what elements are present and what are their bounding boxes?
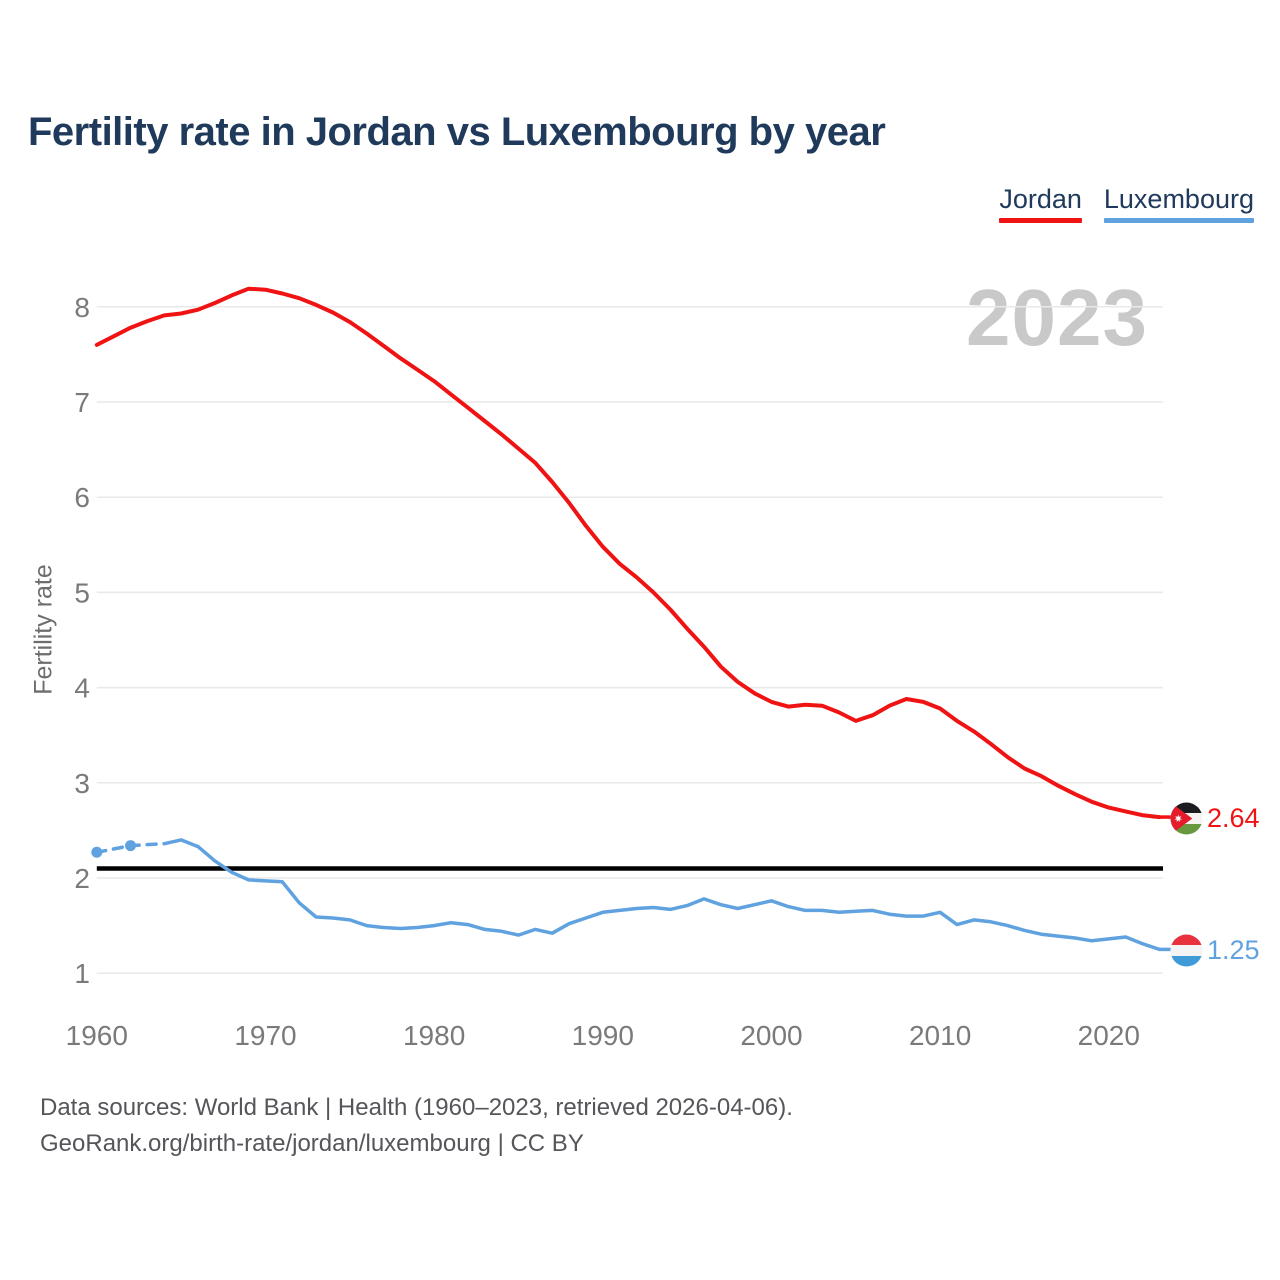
series-marker (91, 846, 103, 858)
x-tick-label: 2000 (740, 1020, 802, 1051)
legend-item-luxembourg[interactable]: Luxembourg (1103, 184, 1254, 223)
y-tick-label: 8 (74, 292, 90, 323)
x-tick-label: 1970 (234, 1020, 296, 1051)
legend-item-jordan[interactable]: Jordan (999, 184, 1082, 223)
series-line-jordan (94, 286, 1162, 820)
y-tick-label: 4 (74, 673, 90, 704)
legend-label-luxembourg: Luxembourg (1103, 184, 1254, 214)
year-watermark: 2023 (966, 273, 1148, 362)
legend: Jordan Luxembourg (999, 184, 1254, 223)
luxembourg-end-value-label: 1.25 (1207, 935, 1260, 965)
y-tick-label: 6 (74, 482, 90, 513)
luxembourg-flag-icon (1170, 934, 1203, 967)
source-line: Data sources: World Bank | Health (1960–… (40, 1094, 793, 1121)
y-tick-label: 7 (74, 387, 90, 418)
license-line: GeoRank.org/birth-rate/jordan/luxembourg… (40, 1130, 584, 1157)
legend-underline-luxembourg (1103, 217, 1254, 223)
source-attribution: Data sources: World Bank | Health (1960–… (40, 1090, 793, 1162)
series-line-luxembourg (162, 838, 1162, 952)
jordan-star (1174, 814, 1183, 822)
x-tick-label: 1960 (66, 1020, 128, 1051)
x-tick-label: 1990 (572, 1020, 634, 1051)
page-title: Fertility rate in Jordan vs Luxembourg b… (28, 110, 886, 154)
y-tick-label: 3 (74, 768, 90, 799)
jordan-end-value-label: 2.64 (1207, 803, 1260, 833)
y-tick-label: 5 (74, 577, 90, 608)
y-tick-label: 1 (74, 958, 90, 989)
x-tick-label: 1980 (403, 1020, 465, 1051)
legend-underline-jordan (999, 217, 1082, 223)
x-tick-label: 2020 (1078, 1020, 1140, 1051)
jordan-flag-icon (1170, 802, 1203, 835)
y-tick-label: 2 (74, 863, 90, 894)
series-marker (125, 840, 137, 852)
legend-label-jordan: Jordan (999, 184, 1082, 214)
x-tick-label: 2010 (909, 1020, 971, 1051)
